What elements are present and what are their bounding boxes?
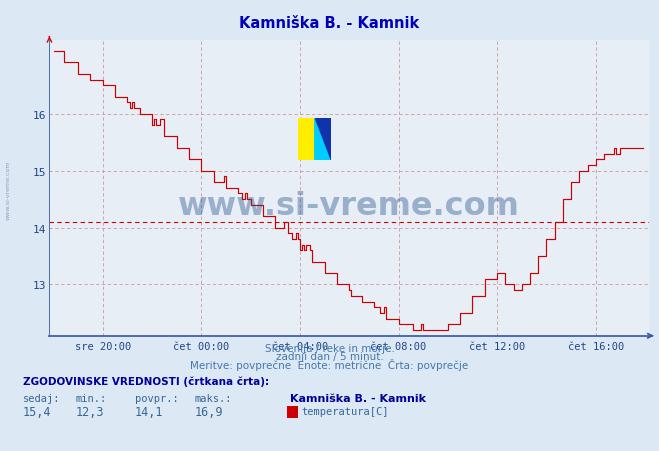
Text: min.:: min.:: [76, 393, 107, 403]
Text: www.si-vreme.com: www.si-vreme.com: [179, 191, 520, 221]
Text: maks.:: maks.:: [194, 393, 232, 403]
Polygon shape: [315, 119, 331, 160]
Text: 14,1: 14,1: [135, 405, 163, 418]
Text: Kamniška B. - Kamnik: Kamniška B. - Kamnik: [290, 393, 426, 403]
Text: www.si-vreme.com: www.si-vreme.com: [5, 160, 11, 219]
Text: povpr.:: povpr.:: [135, 393, 179, 403]
Text: Kamniška B. - Kamnik: Kamniška B. - Kamnik: [239, 16, 420, 31]
Text: sedaj:: sedaj:: [23, 393, 61, 403]
Text: temperatura[C]: temperatura[C]: [302, 406, 389, 416]
Text: Meritve: povprečne  Enote: metrične  Črta: povprečje: Meritve: povprečne Enote: metrične Črta:…: [190, 359, 469, 370]
Text: zadnji dan / 5 minut.: zadnji dan / 5 minut.: [275, 351, 384, 361]
Text: 16,9: 16,9: [194, 405, 223, 418]
Text: Slovenija / reke in morje.: Slovenija / reke in morje.: [264, 343, 395, 353]
Text: 15,4: 15,4: [23, 405, 51, 418]
Text: ZGODOVINSKE VREDNOSTI (črtkana črta):: ZGODOVINSKE VREDNOSTI (črtkana črta):: [23, 376, 269, 387]
Text: 12,3: 12,3: [76, 405, 104, 418]
Polygon shape: [299, 119, 315, 160]
Polygon shape: [315, 119, 331, 160]
